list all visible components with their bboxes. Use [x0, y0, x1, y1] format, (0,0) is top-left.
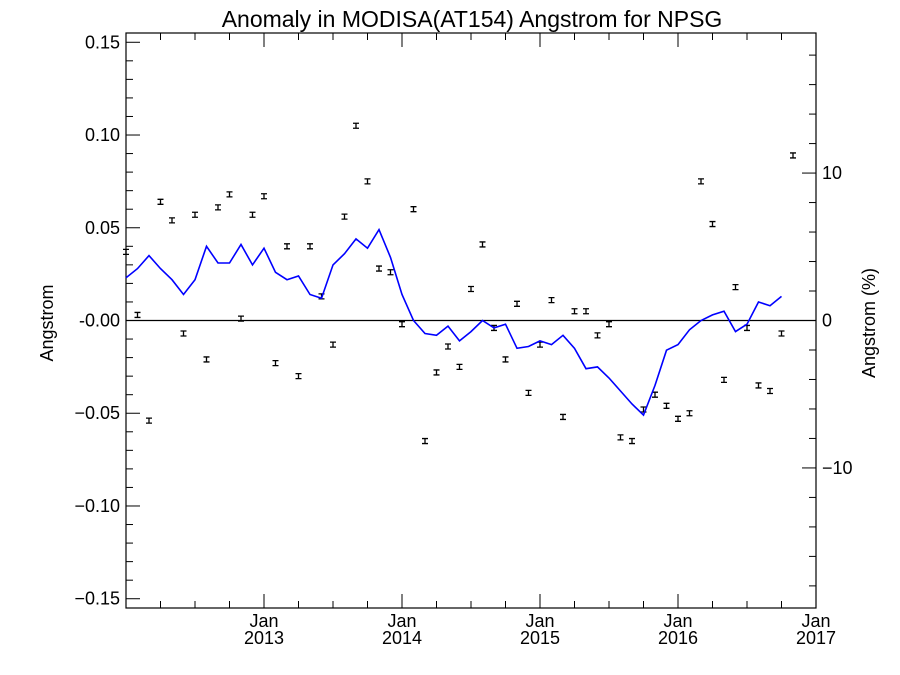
data-point-error-bar	[778, 330, 785, 337]
x-tick-label-year: 2015	[520, 628, 560, 648]
data-point-error-bar	[479, 241, 486, 248]
data-point-error-bar	[422, 437, 428, 445]
data-point-error-bar	[663, 402, 670, 409]
data-point-error-bar	[157, 198, 164, 205]
y-right-tick-label: −10	[822, 458, 853, 478]
data-point-error-bar	[675, 415, 681, 422]
running-mean-line	[125, 227, 783, 417]
data-point-error-bar	[514, 300, 520, 307]
data-point-error-bar	[272, 360, 279, 367]
x-tick-label-month: Jan	[387, 611, 416, 631]
data-point-error-bar	[698, 178, 704, 185]
data-point-error-bar	[399, 321, 405, 328]
data-point-error-bar	[215, 204, 221, 211]
data-point-error-bar	[468, 285, 474, 293]
y-right-tick-label: 0	[822, 311, 832, 331]
y-axis-label-left: Angstrom	[37, 284, 57, 361]
data-point-error-bar	[548, 296, 555, 304]
data-point-error-bar	[295, 372, 302, 380]
data-point-error-bar	[410, 206, 417, 213]
data-point-error-bar	[387, 269, 394, 276]
data-point-error-bar	[284, 243, 290, 250]
y-tick-label: 0.05	[85, 218, 120, 238]
data-point-error-bar	[537, 341, 543, 348]
data-point-error-bar	[376, 265, 382, 272]
y-tick-label: -0.00	[79, 311, 120, 331]
data-point-error-bar	[180, 330, 187, 337]
y-right-tick-label: 10	[822, 163, 842, 183]
y-tick-label: −0.10	[74, 496, 120, 516]
data-point-error-bar	[445, 343, 451, 350]
data-point-error-bar	[330, 341, 336, 348]
data-point-error-bar	[790, 152, 796, 159]
x-tick-label-year: 2014	[382, 628, 422, 648]
data-point-error-bar	[307, 243, 313, 250]
y-tick-label: 0.15	[85, 32, 120, 52]
chart-title: Anomaly in MODISA(AT154) Angstrom for NP…	[222, 6, 723, 32]
data-point-error-bar	[261, 193, 267, 200]
data-point-error-bar	[686, 410, 693, 417]
data-point-error-bar	[169, 217, 175, 224]
plot-area: 0.15 0.10 0.05 -0.00 −0.05 −0.10 −0.15 10 0 −10 Ja…	[74, 32, 852, 648]
data-point-error-bar	[134, 311, 141, 319]
x-tick-label-month: Jan	[801, 611, 830, 631]
data-point-error-bar	[364, 178, 371, 185]
data-point-error-bar	[617, 434, 624, 441]
data-point-error-bar	[226, 191, 233, 198]
data-point-error-bar	[525, 389, 532, 396]
x-tick-label-month: Jan	[249, 611, 278, 631]
y-axis-label-right: Angstrom (%)	[859, 268, 879, 378]
x-tick-label-year: 2013	[244, 628, 284, 648]
data-point-error-bar	[583, 308, 589, 315]
data-point-error-bar	[767, 387, 773, 395]
data-point-error-bar	[249, 211, 256, 218]
x-tick-label-year: 2016	[658, 628, 698, 648]
x-tick-label-year: 2017	[796, 628, 836, 648]
data-point-error-bar	[606, 321, 612, 328]
data-point-error-bar	[433, 369, 440, 376]
data-point-error-bar	[629, 437, 635, 445]
x-tick-label-month: Jan	[663, 611, 692, 631]
data-point-error-bar	[721, 376, 727, 384]
data-point-error-bar	[123, 248, 129, 256]
y-tick-label: 0.10	[85, 125, 120, 145]
data-point-error-bar	[732, 283, 739, 291]
data-point-error-bar	[571, 308, 578, 315]
data-point-error-bar	[594, 332, 601, 339]
data-point-error-bar	[238, 315, 244, 322]
data-point-error-bar	[755, 382, 762, 389]
data-point-error-bar	[341, 213, 348, 220]
data-point-error-bar	[709, 220, 716, 228]
y-tick-label: −0.15	[74, 589, 120, 609]
data-point-error-bar	[502, 356, 509, 363]
data-point-error-bar	[192, 211, 198, 218]
data-point-error-bar	[560, 413, 566, 421]
x-tick-label-month: Jan	[525, 611, 554, 631]
data-point-error-bar	[456, 363, 463, 371]
y-tick-label: −0.05	[74, 403, 120, 423]
data-point-error-bar	[203, 356, 210, 363]
data-point-error-bar	[353, 122, 359, 129]
data-point-error-bar	[146, 417, 152, 424]
